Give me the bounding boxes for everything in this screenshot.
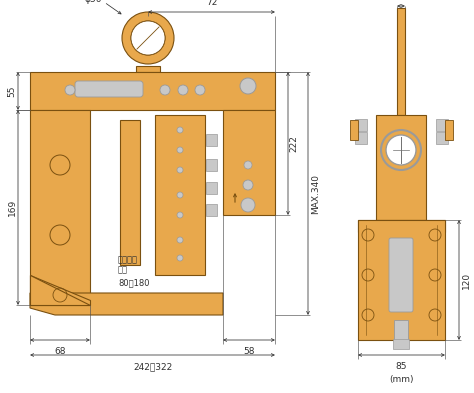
FancyBboxPatch shape (358, 220, 445, 340)
Text: φ50: φ50 (84, 0, 102, 4)
FancyBboxPatch shape (75, 81, 143, 97)
Text: 85: 85 (396, 362, 407, 371)
FancyBboxPatch shape (394, 320, 408, 340)
FancyBboxPatch shape (30, 110, 90, 305)
Text: 80～180: 80～180 (118, 278, 149, 287)
FancyBboxPatch shape (120, 120, 140, 265)
Circle shape (177, 127, 183, 133)
FancyBboxPatch shape (397, 8, 405, 115)
FancyBboxPatch shape (206, 182, 217, 194)
Circle shape (195, 85, 205, 95)
Text: 169: 169 (8, 199, 17, 216)
Circle shape (177, 192, 183, 198)
Circle shape (177, 167, 183, 173)
Text: 58: 58 (243, 347, 255, 356)
Text: 55: 55 (8, 85, 17, 97)
Text: 72: 72 (206, 0, 217, 7)
Text: MAX.340: MAX.340 (311, 173, 320, 213)
Text: 242～322: 242～322 (133, 362, 172, 371)
FancyBboxPatch shape (350, 120, 358, 140)
Text: クランプ: クランプ (118, 255, 138, 264)
Text: 範囲: 範囲 (118, 265, 128, 274)
Circle shape (386, 135, 416, 165)
Circle shape (240, 78, 256, 94)
FancyBboxPatch shape (155, 115, 205, 275)
FancyBboxPatch shape (358, 220, 445, 232)
FancyBboxPatch shape (436, 119, 448, 131)
Text: 9: 9 (398, 0, 404, 2)
FancyBboxPatch shape (206, 204, 217, 216)
Circle shape (241, 198, 255, 212)
FancyBboxPatch shape (376, 115, 426, 220)
Circle shape (131, 21, 165, 55)
Text: 120: 120 (462, 272, 471, 288)
FancyBboxPatch shape (223, 110, 275, 215)
Text: (mm): (mm) (389, 375, 414, 384)
Circle shape (160, 85, 170, 95)
Circle shape (243, 180, 253, 190)
FancyBboxPatch shape (389, 238, 413, 312)
Circle shape (177, 255, 183, 261)
Text: 222: 222 (290, 135, 299, 152)
Polygon shape (30, 275, 90, 305)
Circle shape (244, 161, 252, 169)
FancyBboxPatch shape (136, 66, 160, 72)
FancyBboxPatch shape (393, 339, 409, 349)
Circle shape (177, 147, 183, 153)
FancyBboxPatch shape (355, 119, 367, 131)
FancyBboxPatch shape (355, 132, 367, 144)
Circle shape (177, 212, 183, 218)
Circle shape (178, 85, 188, 95)
FancyBboxPatch shape (445, 120, 453, 140)
Text: 68: 68 (54, 347, 66, 356)
FancyBboxPatch shape (30, 72, 275, 110)
Circle shape (177, 237, 183, 243)
FancyBboxPatch shape (436, 132, 448, 144)
Circle shape (65, 85, 75, 95)
FancyBboxPatch shape (206, 159, 217, 171)
Polygon shape (30, 275, 90, 305)
FancyBboxPatch shape (206, 134, 217, 146)
Polygon shape (30, 293, 223, 315)
